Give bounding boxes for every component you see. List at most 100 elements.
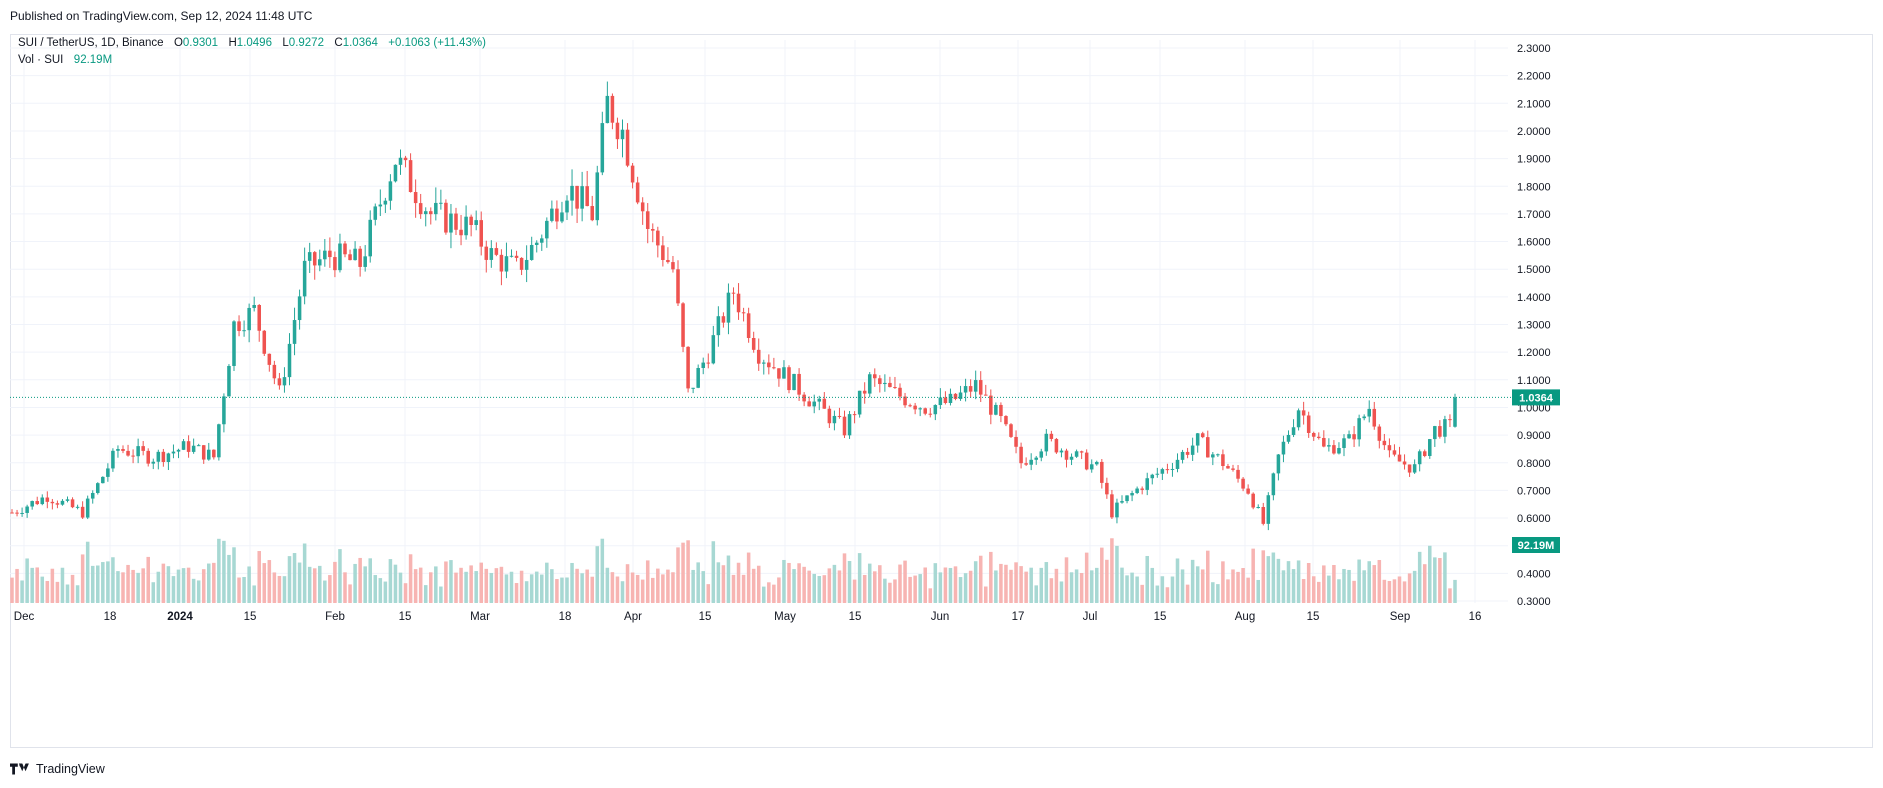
- volume-bar: [191, 578, 196, 603]
- candle-body: [10, 512, 14, 514]
- volume-bar: [615, 576, 620, 603]
- volume-bar: [55, 581, 60, 603]
- candle-body: [1079, 451, 1084, 453]
- volume-bar: [25, 558, 29, 603]
- volume-bar: [186, 567, 191, 603]
- volume-bar: [1433, 557, 1437, 603]
- candle-body: [701, 362, 705, 368]
- candle-body: [257, 305, 261, 331]
- chart-frame[interactable]: [10, 34, 1873, 748]
- volume-bar: [1206, 550, 1210, 603]
- x-tick-label: 17: [1012, 611, 1025, 623]
- volume-bar: [489, 572, 494, 603]
- candle-body: [893, 387, 897, 389]
- volume-bar: [943, 567, 948, 603]
- candle-body: [90, 492, 95, 499]
- candle-body: [242, 330, 246, 332]
- volume-bar: [1337, 579, 1341, 603]
- candle-body: [570, 185, 574, 201]
- last-volume-tag: [1512, 537, 1560, 553]
- candle-body: [630, 165, 635, 183]
- candle-body: [958, 392, 963, 399]
- volume-bar: [1402, 581, 1407, 603]
- candle-body: [913, 405, 917, 410]
- candle-body: [933, 405, 938, 415]
- candle-body: [691, 387, 695, 389]
- y-tick-label: 1.4000: [1517, 292, 1551, 304]
- volume-bar: [1120, 567, 1124, 603]
- volume-bar: [1382, 579, 1387, 603]
- candle-body: [1352, 434, 1356, 440]
- candle-body: [555, 208, 559, 222]
- volume-bar: [1412, 570, 1417, 603]
- x-tick-label: 18: [559, 611, 572, 623]
- candle-body: [1428, 439, 1432, 456]
- volume-bar: [999, 563, 1003, 603]
- volume-bar: [610, 572, 615, 603]
- volume-bar: [383, 581, 388, 603]
- volume-bar: [600, 538, 605, 603]
- candle-body: [1317, 436, 1321, 438]
- volume-bar: [883, 578, 887, 603]
- volume-bar: [1261, 550, 1266, 603]
- candle-body: [161, 451, 166, 462]
- volume-bar: [106, 561, 110, 603]
- volume-bar: [1054, 568, 1059, 603]
- volume-bar: [1009, 569, 1013, 603]
- volume-bar: [862, 574, 867, 603]
- volume-bar: [1271, 552, 1276, 603]
- candle-body: [1019, 446, 1023, 464]
- candle-body: [146, 450, 150, 464]
- candle-body: [565, 200, 569, 213]
- candle-body: [1291, 427, 1296, 435]
- candle-body: [30, 501, 34, 507]
- candle-body: [423, 211, 428, 215]
- candle-body: [600, 123, 605, 173]
- volume-bar: [323, 580, 327, 603]
- candle-body: [1115, 502, 1119, 518]
- candle-body: [1266, 495, 1271, 524]
- candle-body: [797, 373, 801, 395]
- volume-bar: [15, 568, 19, 603]
- volume-bar: [1044, 562, 1049, 603]
- volume-bar: [60, 567, 65, 603]
- candle-body: [938, 397, 943, 406]
- candle-body: [1241, 478, 1245, 489]
- candle-body: [201, 445, 206, 460]
- volume-bar: [1095, 567, 1099, 603]
- candle-body: [903, 396, 907, 406]
- candle-body: [807, 401, 811, 407]
- candle-body: [449, 213, 453, 233]
- volume-bar: [878, 565, 882, 603]
- volume-bar: [701, 571, 705, 603]
- candle-body: [353, 248, 357, 261]
- candle-body: [661, 245, 665, 260]
- candle-body: [504, 256, 509, 272]
- candle-body: [873, 374, 877, 379]
- volume-bar: [1317, 581, 1321, 603]
- volume-bar: [807, 570, 811, 603]
- volume-bar: [1039, 567, 1044, 603]
- volume-bar: [328, 575, 332, 603]
- candle-body: [1074, 451, 1079, 457]
- candle-body: [620, 129, 625, 140]
- volume-bar: [656, 568, 660, 603]
- volume-bar: [307, 566, 312, 603]
- y-tick-label: 1.7000: [1517, 209, 1551, 221]
- volume-bar: [509, 571, 514, 603]
- last-price-tag: [1512, 389, 1560, 406]
- y-tick-label: 2.3000: [1517, 43, 1551, 55]
- volume-bar: [111, 557, 115, 603]
- candle-body: [1221, 454, 1225, 467]
- x-tick-label: 15: [1154, 611, 1167, 623]
- volume-bar: [80, 554, 85, 603]
- volume-bar: [1392, 579, 1397, 603]
- candle-body: [287, 343, 292, 378]
- volume-bar: [852, 579, 857, 603]
- candle-body: [1397, 454, 1402, 462]
- y-tick-label: 1.2000: [1517, 347, 1551, 359]
- candle-body: [1200, 433, 1205, 438]
- candle-body: [1387, 445, 1392, 451]
- candle-body: [580, 186, 584, 209]
